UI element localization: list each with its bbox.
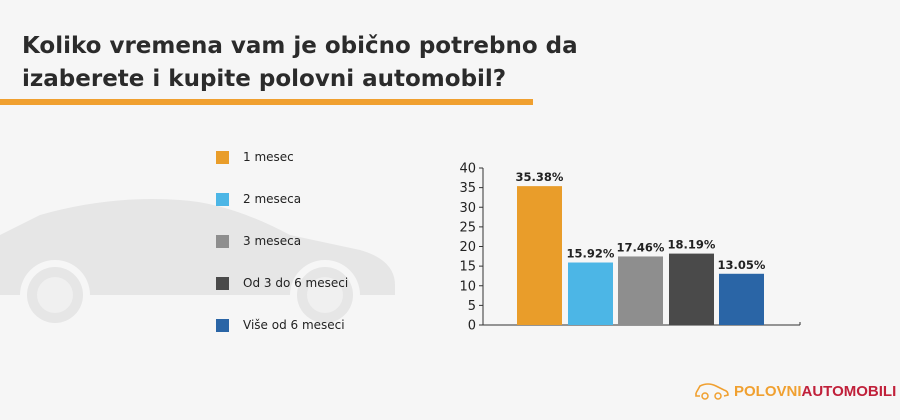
bar xyxy=(719,273,764,325)
data-label: 18.19% xyxy=(668,238,716,252)
legend-item: 2 meseca xyxy=(216,192,301,206)
page-title: Koliko vremena vam je obično potrebno da… xyxy=(22,33,578,92)
y-tick-label: 5 xyxy=(468,299,476,314)
legend-label: 3 meseca xyxy=(243,234,302,248)
logo-text-automobili: AUTOMOBILI xyxy=(801,382,897,400)
y-tick-label: 0 xyxy=(468,319,476,334)
legend-label: 2 meseca xyxy=(243,192,302,206)
title-underline xyxy=(0,99,533,105)
bar xyxy=(568,262,613,325)
legend-item: 1 mesec xyxy=(216,150,294,164)
logo-car-icon xyxy=(695,383,729,400)
legend-swatch xyxy=(216,234,229,248)
logo: POLOVNI AUTOMOBILI xyxy=(694,381,896,401)
legend-swatch xyxy=(216,192,229,206)
bar xyxy=(618,256,663,325)
legend-swatch xyxy=(216,150,229,164)
y-tick-label: 20 xyxy=(459,240,476,255)
y-tick-label: 25 xyxy=(459,220,476,235)
data-label: 13.05% xyxy=(718,258,766,272)
legend-swatch xyxy=(216,318,229,332)
data-label: 15.92% xyxy=(567,247,615,261)
legend-item: Više od 6 meseci xyxy=(216,318,345,332)
legend-item: 3 meseca xyxy=(216,234,301,248)
data-label: 35.38% xyxy=(516,170,564,184)
y-tick-label: 10 xyxy=(459,279,476,294)
legend-swatch xyxy=(216,276,229,290)
y-tick-label: 35 xyxy=(459,181,476,196)
y-tick-label: 15 xyxy=(459,260,476,275)
legend-item: Od 3 do 6 meseci xyxy=(216,276,348,290)
legend-label: 1 mesec xyxy=(243,150,294,164)
logo-text-polovni: POLOVNI xyxy=(734,382,802,400)
car-silhouette-icon xyxy=(0,199,395,323)
y-tick-label: 30 xyxy=(459,201,476,216)
legend-label: Od 3 do 6 meseci xyxy=(243,276,349,290)
legend-label: Više od 6 meseci xyxy=(243,318,345,332)
data-label: 17.46% xyxy=(617,240,665,254)
y-tick-label: 40 xyxy=(459,162,476,177)
bar xyxy=(517,186,562,325)
bar xyxy=(669,253,714,325)
